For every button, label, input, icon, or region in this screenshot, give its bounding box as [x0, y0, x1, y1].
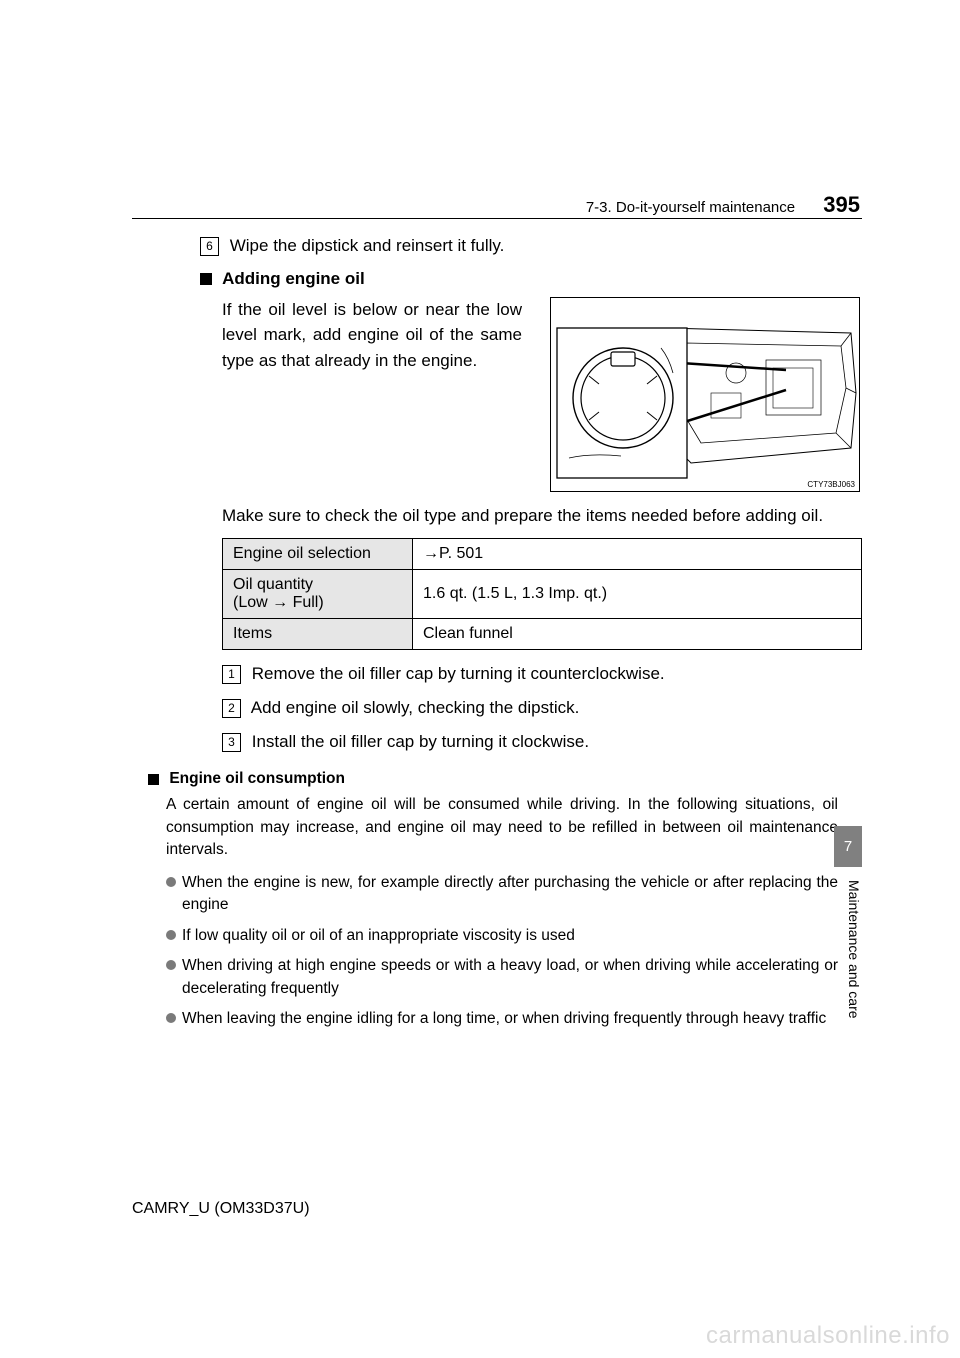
bullet-item: When the engine is new, for example dire… — [166, 872, 838, 917]
step-text: Remove the oil filler cap by turning it … — [252, 664, 665, 683]
subheading-adding-oil: Adding engine oil — [200, 269, 860, 289]
note-body: A certain amount of engine oil will be c… — [166, 794, 838, 861]
step-6-text: Wipe the dipstick and reinsert it fully. — [230, 236, 505, 255]
round-bullet-icon — [166, 930, 176, 940]
step-line: 2 Add engine oil slowly, checking the di… — [222, 698, 860, 718]
spec-value: →P. 501 — [413, 539, 862, 570]
table-row: Items Clean funnel — [223, 619, 862, 650]
step-line: 1 Remove the oil filler cap by turning i… — [222, 664, 860, 684]
bullet-text: When leaving the engine idling for a lon… — [182, 1008, 838, 1030]
bullet-item: When leaving the engine idling for a lon… — [166, 1008, 838, 1030]
spec-value: 1.6 qt. (1.5 L, 1.3 Imp. qt.) — [413, 570, 862, 619]
chapter-tab: 7 — [834, 826, 862, 867]
bullet-item: If low quality oil or oil of an inapprop… — [166, 925, 838, 947]
step-6-line: 6 Wipe the dipstick and reinsert it full… — [200, 234, 860, 259]
bullet-item: When driving at high engine speeds or wi… — [166, 955, 838, 1000]
oil-description-row: If the oil level is below or near the lo… — [222, 297, 860, 492]
make-sure-text: Make sure to check the oil type and prep… — [222, 504, 860, 529]
spec-value: Clean funnel — [413, 619, 862, 650]
step-line: 3 Install the oil filler cap by turning … — [222, 732, 860, 752]
bullet-text: When driving at high engine speeds or wi… — [182, 955, 838, 1000]
round-bullet-icon — [166, 960, 176, 970]
step-text: Install the oil filler cap by turning it… — [252, 732, 589, 751]
spec-table: Engine oil selection →P. 501 Oil quantit… — [222, 538, 862, 650]
note-section: Engine oil consumption A certain amount … — [148, 770, 838, 1030]
round-bullet-icon — [166, 877, 176, 887]
subsection-indent: If the oil level is below or near the lo… — [222, 297, 860, 529]
engine-oil-cap-diagram: CTY73BJ063 — [550, 297, 860, 492]
table-row: Oil quantity (Low → Full) 1.6 qt. (1.5 L… — [223, 570, 862, 619]
step-number-box: 2 — [222, 699, 241, 718]
oil-description-text: If the oil level is below or near the lo… — [222, 297, 522, 374]
steps-list: 1 Remove the oil filler cap by turning i… — [222, 664, 860, 752]
step-text: Add engine oil slowly, checking the dips… — [251, 698, 580, 717]
footer-code: CAMRY_U (OM33D37U) — [132, 1200, 310, 1218]
note-heading: Engine oil consumption — [148, 770, 838, 788]
round-bullet-icon — [166, 1013, 176, 1023]
step-number-box: 3 — [222, 733, 241, 752]
watermark: carmanualsonline.info — [706, 1322, 950, 1350]
step-number-box: 1 — [222, 665, 241, 684]
bullet-list: When the engine is new, for example dire… — [166, 872, 838, 1031]
note-heading-text: Engine oil consumption — [169, 770, 345, 787]
subheading-text: Adding engine oil — [222, 269, 365, 288]
square-bullet-icon — [200, 273, 212, 285]
table-row: Engine oil selection →P. 501 — [223, 539, 862, 570]
content-area: 6 Wipe the dipstick and reinsert it full… — [200, 188, 860, 1039]
bullet-text: When the engine is new, for example dire… — [182, 872, 838, 917]
spec-label: Items — [223, 619, 413, 650]
diagram-code: CTY73BJ063 — [807, 480, 855, 489]
square-bullet-icon — [148, 774, 159, 785]
step-number-box: 6 — [200, 237, 219, 256]
manual-page: 7-3. Do-it-yourself maintenance 395 6 Wi… — [0, 0, 960, 1358]
bullet-text: If low quality oil or oil of an inapprop… — [182, 925, 838, 947]
chapter-tab-label: Maintenance and care — [834, 880, 862, 1019]
spec-label: Engine oil selection — [223, 539, 413, 570]
spec-label: Oil quantity (Low → Full) — [223, 570, 413, 619]
